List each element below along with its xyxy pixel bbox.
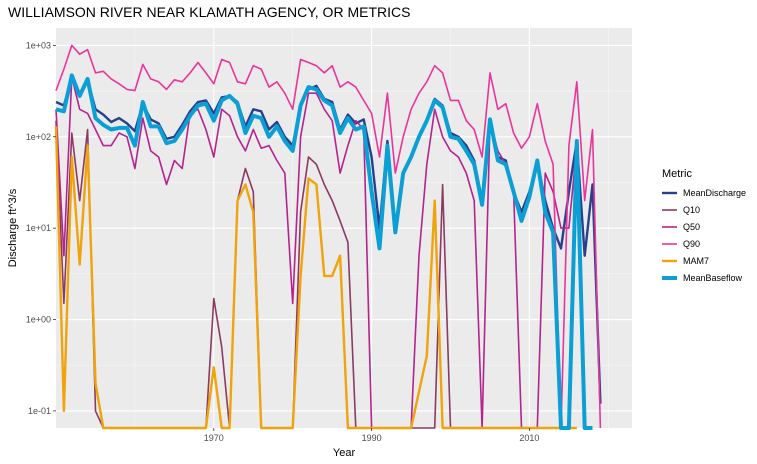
series-layer <box>54 44 602 430</box>
legend-title: Metric <box>662 168 692 180</box>
series-line-mam7 <box>54 126 577 430</box>
legend: Metric MeanDischarge Q10 Q50 Q90 MAM7 MeanBas… <box>661 168 746 287</box>
y-tick-label: 1e+01 <box>26 223 51 233</box>
x-tick-label: 1970 <box>204 433 224 443</box>
y-tick-label: 1e+02 <box>26 132 51 142</box>
legend-label-meandischarge: MeanDischarge <box>683 188 746 198</box>
legend-label-meanbaseflow: MeanBaseflow <box>683 273 743 283</box>
y-tick-label: 1e+03 <box>26 40 51 50</box>
x-axis-title: Year <box>333 447 356 459</box>
series-line-meanbaseflow <box>55 73 593 430</box>
legend-label-q50: Q50 <box>683 222 700 232</box>
y-axis: 1e-01 1e+00 1e+01 1e+02 1e+03 <box>26 40 56 416</box>
legend-label-mam7: MAM7 <box>683 256 709 266</box>
series-line-q90 <box>55 44 602 429</box>
y-tick-label: 1e+00 <box>26 315 51 325</box>
series-line-q50 <box>55 76 593 429</box>
x-tick-label: 2010 <box>519 433 539 443</box>
y-tick-label: 1e-01 <box>28 406 51 416</box>
y-axis-title: Discharge ft^3/s <box>7 188 19 267</box>
x-tick-label: 1990 <box>362 433 382 443</box>
legend-label-q10: Q10 <box>683 205 700 215</box>
legend-label-q90: Q90 <box>683 239 700 249</box>
x-axis: 1970 1990 2010 <box>204 428 539 443</box>
chart-title: WILLIAMSON RIVER NEAR KLAMATH AGENCY, OR… <box>8 4 410 20</box>
